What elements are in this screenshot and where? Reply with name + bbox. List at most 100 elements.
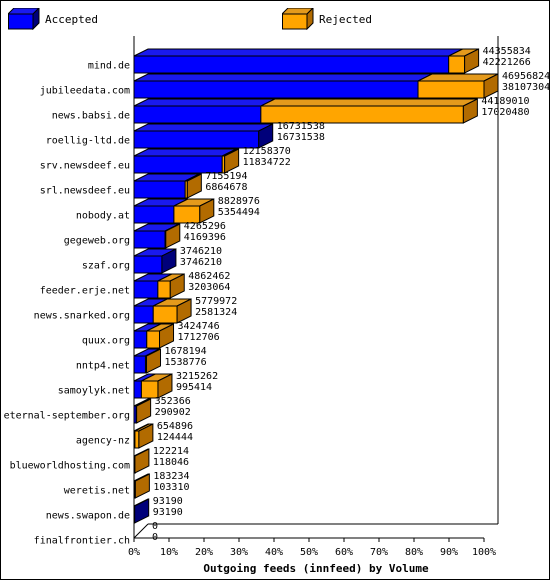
category-label: weretis.net [64,486,130,497]
accepted-value-label: 0 [152,532,158,543]
bar-rejected-14-side [136,398,152,424]
bar-accepted-1 [133,73,433,99]
bar-rejected-0-front [448,55,466,74]
bar-rejected-13-side [157,373,173,399]
bar-rejected-11-side [159,323,175,349]
total-value-label: 0 [152,521,158,532]
bar-rejected-5 [184,173,202,199]
total-value-label: 12158370 [243,146,291,157]
bar-accepted-0-top [133,48,463,57]
legend-swatch-accepted [6,6,41,31]
bar-rejected-17 [134,473,150,499]
x-tick-label: 10% [160,547,178,558]
accepted-value-label: 11834722 [243,157,291,168]
bar-rejected-4 [221,148,240,174]
total-value-label: 3424746 [178,321,220,332]
bar-accepted-11-front [133,330,148,349]
x-axis-title: Outgoing feeds (innfeed) by Volume [203,562,429,575]
bar-rejected-2 [260,98,478,124]
total-value-label: 8828976 [218,196,260,207]
category-label: srl.newsdeef.eu [40,186,130,197]
bar-rejected-15-front [134,430,140,449]
category-label: szaf.org [82,261,130,272]
bar-accepted-18-side [134,498,150,524]
x-tick-label: 100% [472,547,496,558]
bar-accepted-2-front [133,105,262,124]
bar-rejected-10 [152,298,192,324]
bar-accepted-1-front [133,80,419,99]
total-value-label: 5779972 [195,296,237,307]
bar-accepted-4-top [133,148,237,157]
accepted-value-label: 2581324 [195,307,237,318]
category-label: feeder.erje.net [40,286,130,297]
total-value-label: 93190 [153,496,183,507]
bar-rejected-7 [164,223,181,249]
accepted-value-label: 93190 [153,507,183,518]
bar-accepted-9 [133,273,173,299]
bar-rejected-1-front [417,80,485,99]
bar-rejected-10-front [152,305,178,324]
bar-accepted-7-front [133,230,166,249]
bar-accepted-4 [133,148,237,174]
bar-rejected-5-side [186,173,202,199]
bar-rejected-15-side [138,423,154,449]
total-value-label: 7155194 [205,171,247,182]
bar-rejected-2-side [462,98,478,124]
bar-accepted-3 [133,123,274,149]
bar-rejected-13 [140,373,173,399]
x-tick-label: 0% [128,547,140,558]
bar-accepted-1-top [133,73,433,82]
x-tick-label: 80% [405,547,423,558]
bar-accepted-8-front [133,255,163,274]
category-label: srv.newsdeef.eu [40,161,130,172]
bar-rejected-17-side [134,473,150,499]
category-label: roellig-ltd.de [46,136,130,147]
total-value-label: 4862462 [188,271,230,282]
category-label: news.babsi.de [52,111,130,122]
accepted-value-label: 995414 [176,382,212,393]
accepted-value-label: 16731538 [277,132,325,143]
bar-accepted-8 [133,248,177,274]
x-tick-label: 90% [440,547,458,558]
total-value-label: 183234 [153,471,189,482]
bar-accepted-3-front [133,130,260,149]
bar-accepted-9-front [133,280,159,299]
bar-rejected-0-side [464,48,480,74]
x-tick-label: 50% [300,547,318,558]
bar-rejected-9-front [157,280,171,299]
total-value-label: 46956824 [502,71,550,82]
x-tick-label: 30% [230,547,248,558]
category-label: eternal-september.org [4,411,130,422]
total-value-label: 3746210 [180,246,222,257]
legend-label-accepted: Accepted [45,13,98,26]
total-value-label: 122214 [153,446,189,457]
legend-swatch-rejected [280,6,315,31]
legend-item-accepted: Accepted [6,6,98,31]
accepted-value-label: 118046 [153,457,189,468]
bar-rejected-11-front [146,330,161,349]
category-label: nobody.at [76,211,130,222]
bar-rejected-6 [173,198,215,224]
bar-accepted-12-front [133,355,146,374]
bar-accepted-2-top [133,98,276,107]
accepted-value-label: 4169396 [184,232,226,243]
accepted-value-label: 3746210 [180,257,222,268]
bar-accepted-0-front [133,55,450,74]
category-label: news.swapon.de [46,511,130,522]
x-tick-label: 60% [335,547,353,558]
category-label: gegeweb.org [64,236,130,247]
bar-rejected-9-side [169,273,185,299]
accepted-value-label: 103310 [153,482,189,493]
bar-rejected-2-top [260,98,478,107]
total-value-label: 4265296 [184,221,226,232]
bar-rejected-1 [417,73,499,99]
bar-rejected-0 [448,48,480,74]
legend-label-rejected: Rejected [319,13,372,26]
category-label: quux.org [82,336,130,347]
bar-accepted-10-front [133,305,154,324]
bar-accepted-3-top [133,123,273,132]
accepted-value-label: 3203064 [188,282,230,293]
total-value-label: 1678194 [165,346,207,357]
category-label: nntp4.net [76,361,130,372]
